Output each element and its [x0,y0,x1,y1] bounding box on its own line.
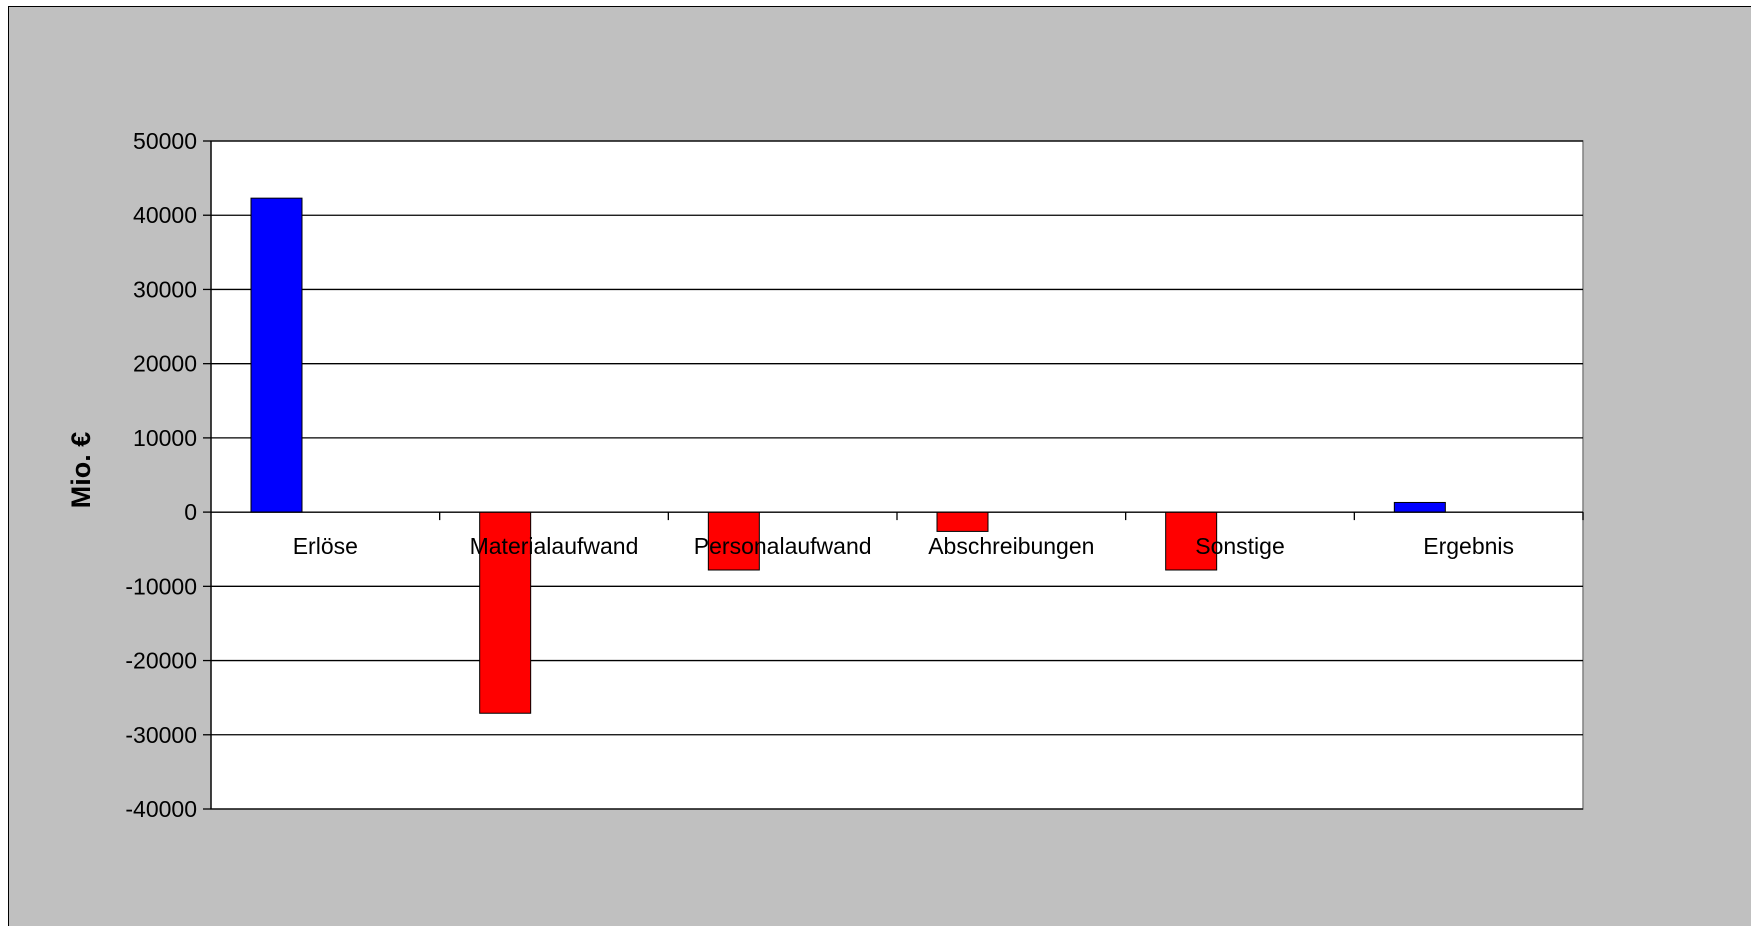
bar-erlöse [250,197,303,513]
bar-ergebnis [1393,501,1446,513]
axes [203,140,1584,810]
y-tick-label: 0 [184,499,197,525]
plot-area [210,140,1584,810]
y-tick-label: 20000 [133,351,197,377]
y-tick-label: 30000 [133,276,197,302]
bars [250,197,1446,714]
y-tick-label: -10000 [125,573,197,599]
x-tick-label: Materialaufwand [470,533,639,559]
bar-abschreibungen [936,511,989,532]
x-tick-labels: Erlöse Materialaufwand Personalaufwand Absc… [293,533,1514,559]
gridlines [211,140,1583,810]
x-tick-label: Sonstige [1195,533,1285,559]
x-tick-label: Abschreibungen [928,533,1094,559]
y-tick-label: -20000 [125,648,197,674]
y-tick-label: 10000 [133,425,197,451]
x-tick-label: Personalaufwand [694,533,872,559]
y-tick-label: -30000 [125,722,197,748]
y-tick-labels: 50000 40000 30000 20000 10000 0 -10000 -20000 -3… [125,128,197,822]
x-tick-label: Erlöse [293,533,358,559]
x-tick-label: Ergebnis [1423,533,1514,559]
y-tick-label: 40000 [133,202,197,228]
y-axis-label: Mio. € [66,432,96,509]
y-tick-label: 50000 [133,128,197,154]
y-tick-label: -40000 [125,796,197,822]
